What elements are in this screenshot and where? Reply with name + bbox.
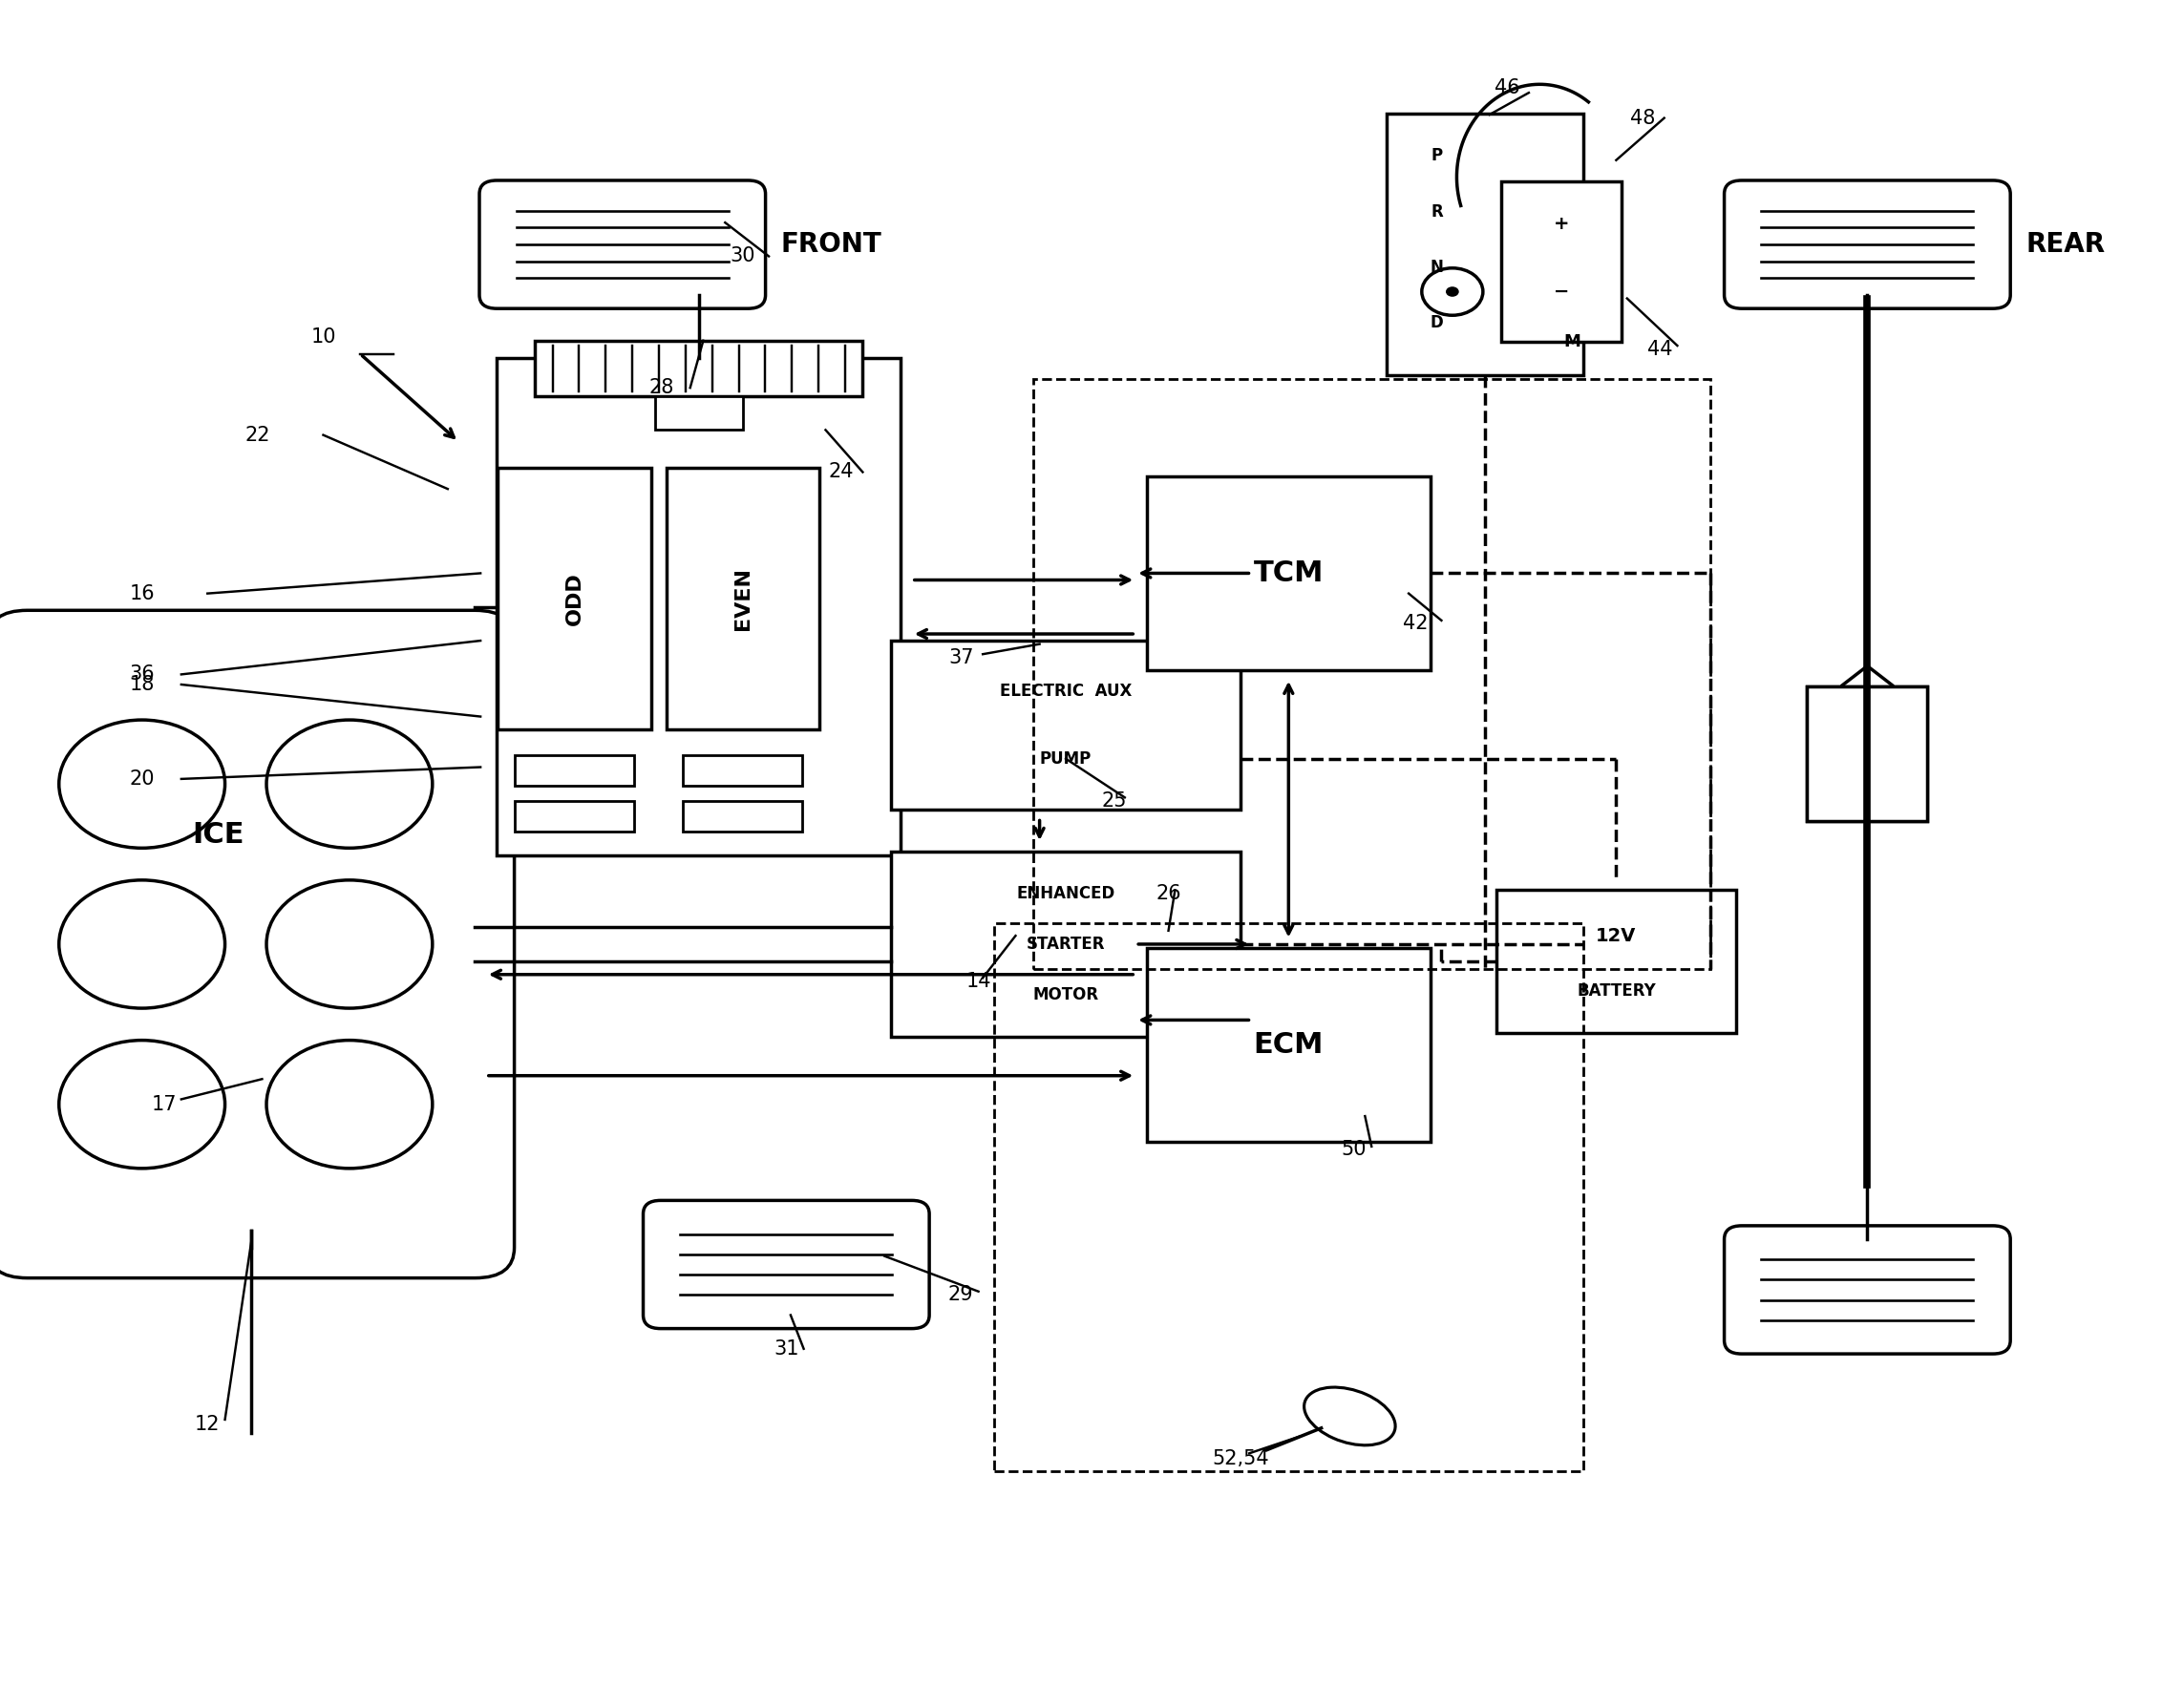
Bar — [681, 755, 802, 786]
Text: 12: 12 — [194, 1415, 221, 1435]
Text: N: N — [1431, 258, 1444, 277]
Text: ICE: ICE — [192, 821, 245, 848]
Text: 52,54: 52,54 — [1212, 1448, 1269, 1469]
FancyBboxPatch shape — [478, 180, 764, 309]
Text: 42: 42 — [1402, 614, 1428, 634]
Ellipse shape — [1304, 1388, 1396, 1445]
Text: 31: 31 — [773, 1339, 799, 1359]
Text: 37: 37 — [948, 647, 974, 668]
Bar — [1808, 690, 1926, 818]
Text: M: M — [1564, 334, 1581, 351]
Bar — [681, 801, 802, 831]
Text: 36: 36 — [129, 664, 155, 685]
Text: 17: 17 — [151, 1094, 177, 1114]
Bar — [1147, 948, 1431, 1143]
Text: +: + — [1553, 216, 1570, 233]
Text: 14: 14 — [965, 971, 992, 991]
Text: ECM: ECM — [1254, 1032, 1324, 1059]
Bar — [891, 851, 1241, 1037]
Bar — [515, 755, 633, 786]
Text: 50: 50 — [1341, 1140, 1367, 1160]
Text: ENHANCED: ENHANCED — [1016, 885, 1116, 902]
Text: FRONT: FRONT — [780, 231, 882, 258]
Text: 10: 10 — [310, 327, 336, 347]
Text: ODD: ODD — [566, 572, 583, 626]
Text: 22: 22 — [245, 425, 271, 445]
Text: R: R — [1431, 202, 1444, 221]
Text: 16: 16 — [129, 583, 155, 604]
FancyBboxPatch shape — [1723, 1226, 2009, 1354]
Text: MOTOR: MOTOR — [1033, 986, 1099, 1003]
Text: ELECTRIC  AUX: ELECTRIC AUX — [1000, 683, 1131, 700]
FancyBboxPatch shape — [642, 1200, 928, 1329]
Text: REAR: REAR — [2025, 231, 2105, 258]
Bar — [1033, 379, 1710, 969]
Bar — [1387, 113, 1583, 374]
Text: 25: 25 — [1101, 791, 1127, 811]
FancyBboxPatch shape — [0, 610, 515, 1278]
Text: 29: 29 — [948, 1285, 974, 1305]
Bar — [498, 467, 651, 728]
Text: BATTERY: BATTERY — [1577, 983, 1655, 1000]
Text: TCM: TCM — [1254, 560, 1324, 587]
Text: 30: 30 — [729, 246, 756, 266]
Bar — [1147, 475, 1431, 669]
Text: 28: 28 — [649, 378, 675, 398]
Text: −: − — [1553, 283, 1570, 300]
Bar — [1496, 889, 1736, 1032]
Bar — [1806, 686, 1926, 821]
Circle shape — [1446, 287, 1459, 297]
Bar — [655, 396, 743, 430]
Text: PUMP: PUMP — [1040, 750, 1092, 767]
Bar — [1806, 686, 1926, 821]
Text: STARTER: STARTER — [1026, 936, 1105, 953]
Bar — [891, 641, 1241, 809]
Bar — [535, 341, 863, 396]
Bar — [666, 467, 819, 728]
Bar — [496, 357, 900, 855]
Bar — [1500, 180, 1621, 341]
Text: 26: 26 — [1155, 883, 1182, 904]
Bar — [515, 801, 633, 831]
Text: 48: 48 — [1629, 108, 1655, 128]
Text: 18: 18 — [129, 674, 155, 695]
Text: 46: 46 — [1494, 78, 1520, 98]
Text: 44: 44 — [1647, 339, 1673, 359]
Text: 20: 20 — [129, 769, 155, 789]
Text: D: D — [1431, 314, 1444, 332]
Text: 12V: 12V — [1597, 927, 1636, 944]
Text: 24: 24 — [828, 462, 854, 482]
FancyBboxPatch shape — [1723, 180, 2009, 309]
Bar — [994, 922, 1583, 1470]
Text: P: P — [1431, 147, 1444, 165]
Text: EVEN: EVEN — [734, 566, 751, 631]
